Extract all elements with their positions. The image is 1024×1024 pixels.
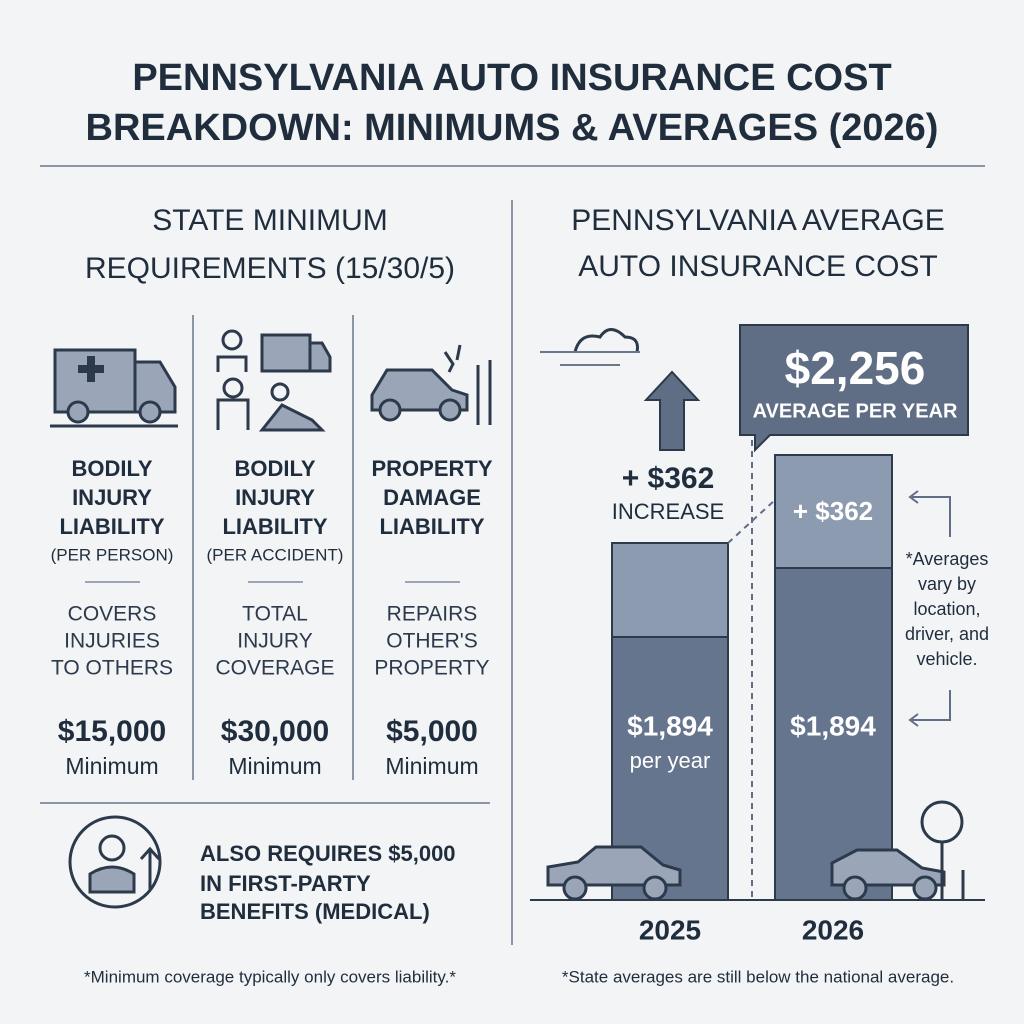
ambulance-icon (50, 348, 178, 428)
side-note: vary by (918, 574, 976, 594)
heading: PENNSYLVANIA AVERAGE (571, 204, 944, 237)
coverage-desc: COVERS (68, 603, 157, 626)
layout (40, 165, 985, 945)
coverage-title: BODILY (234, 456, 315, 481)
footnote: *Minimum coverage typically only covers … (84, 967, 456, 986)
coverage-sub: (PER ACCIDENT) (207, 545, 344, 564)
year-label: 2025 (639, 914, 701, 945)
coverage-desc: TO OTHERS (51, 657, 173, 680)
coverage-title: LIABILITY (379, 514, 484, 539)
coverage-title: INJURY (72, 485, 152, 510)
car-icon (830, 800, 965, 901)
coverage-desc: COVERAGE (215, 657, 334, 680)
footnote: *State averages are still below the nati… (562, 967, 954, 986)
extra-text: BENEFITS (MEDICAL) (200, 899, 430, 924)
coverage-note: Minimum (385, 753, 478, 779)
coverage-title: INJURY (235, 485, 315, 510)
extra-text: IN FIRST-PARTY (200, 871, 371, 896)
side-note: location, (913, 599, 980, 619)
coverage-desc: OTHER'S (386, 630, 478, 653)
bar-2025-top (611, 542, 729, 638)
coverage-desc: PROPERTY (374, 657, 489, 680)
year-label: 2026 (802, 914, 864, 945)
coverage-desc: INJURY (237, 630, 312, 653)
heading: STATE MINIMUM (152, 204, 388, 237)
bar-label: $1,894 (627, 710, 713, 741)
medical-icon (68, 815, 162, 909)
increase-label: INCREASE (612, 499, 724, 524)
side-note: vehicle. (916, 649, 977, 669)
increase-arrow (643, 370, 701, 451)
crash-icon (370, 344, 492, 425)
coverage-desc: INJURIES (64, 630, 160, 653)
side-note: *Averages (906, 549, 989, 569)
bar-label: $1,894 (790, 710, 876, 741)
bar-label: + $362 (793, 496, 873, 526)
coverage-note: Minimum (65, 753, 158, 779)
coverage-amount: $15,000 (58, 715, 166, 748)
side-note: driver, and (905, 624, 989, 644)
extra-text: ALSO REQUIRES $5,000 (200, 841, 456, 866)
bar-2026-top (774, 454, 893, 569)
callout-label: AVERAGE PER YEAR (753, 400, 958, 422)
coverage-amount: $5,000 (386, 715, 478, 748)
coverage-desc: REPAIRS (387, 603, 478, 626)
title: PENNSYLVANIA AUTO INSURANCE COST (132, 57, 891, 99)
bar-note: per year (630, 748, 711, 773)
callout-box (739, 324, 969, 453)
coverage-title: LIABILITY (222, 514, 327, 539)
car-icon (546, 845, 682, 901)
coverage-amount: $30,000 (221, 715, 329, 748)
note-bracket (908, 490, 951, 727)
coverage-title: BODILY (71, 456, 152, 481)
increase-value: + $362 (622, 462, 715, 495)
heading: REQUIREMENTS (15/30/5) (85, 252, 455, 285)
coverage-note: Minimum (228, 753, 321, 779)
coverage-sub: (PER PERSON) (51, 545, 174, 564)
heading: AUTO INSURANCE COST (578, 250, 938, 283)
coverage-title: PROPERTY (371, 456, 492, 481)
coverage-desc: TOTAL (242, 603, 308, 626)
people-icon (216, 329, 332, 432)
coverage-title: LIABILITY (59, 514, 164, 539)
title: BREAKDOWN: MINIMUMS & AVERAGES (2026) (86, 107, 939, 149)
coverage-title: DAMAGE (383, 485, 481, 510)
callout-value: $2,256 (785, 342, 926, 394)
